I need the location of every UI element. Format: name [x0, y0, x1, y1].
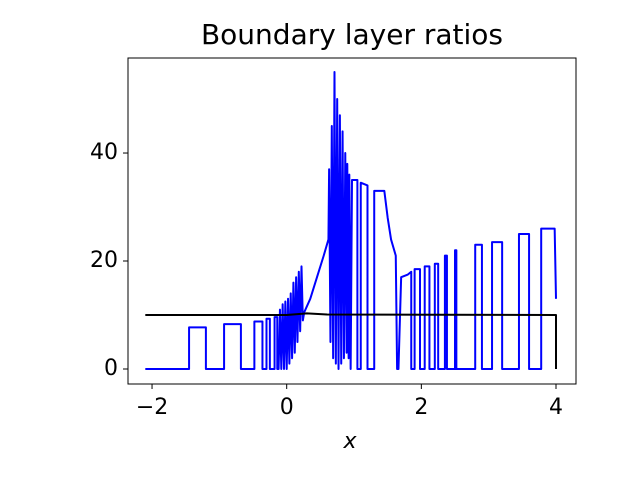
- x-tick-label: 0: [280, 395, 294, 420]
- x-tick-label: −2: [136, 395, 168, 420]
- series-line: [145, 312, 557, 369]
- x-tick-label: 4: [549, 395, 563, 420]
- plot-area: [145, 71, 557, 370]
- x-tick-label: 2: [414, 395, 428, 420]
- y-tick-label: 20: [90, 248, 118, 273]
- y-tick-label: 40: [90, 140, 118, 165]
- axes-frame: [127, 57, 577, 385]
- y-tick-label: 0: [104, 356, 118, 381]
- x-axis-label: x: [342, 429, 357, 454]
- series-line: [145, 71, 557, 370]
- chart-title: Boundary layer ratios: [201, 18, 503, 51]
